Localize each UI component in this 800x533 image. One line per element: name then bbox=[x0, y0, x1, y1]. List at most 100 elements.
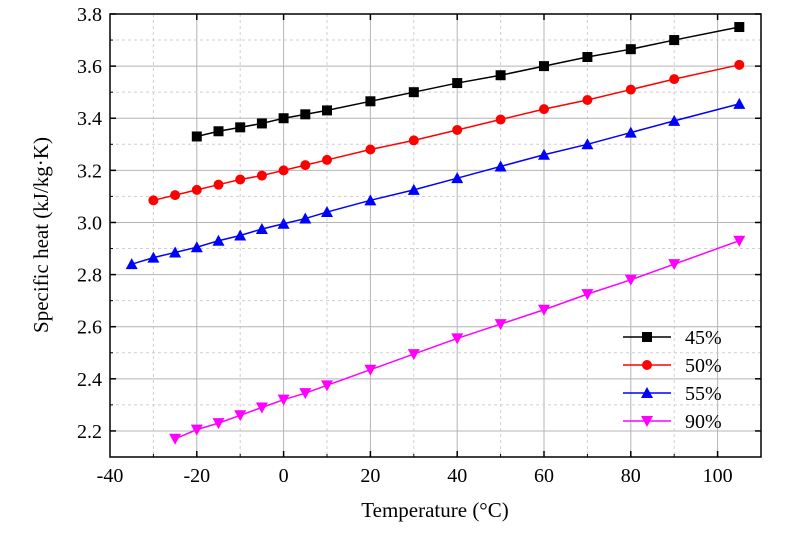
y-tick-label: 2.6 bbox=[77, 317, 102, 339]
data-point bbox=[256, 118, 267, 129]
series-line bbox=[196, 26, 740, 138]
legend-item-3: 90% bbox=[623, 411, 722, 433]
data-point bbox=[321, 380, 333, 392]
data-point bbox=[581, 138, 594, 150]
x-tick-label: 60 bbox=[534, 465, 554, 487]
data-point bbox=[452, 124, 463, 135]
data-point bbox=[300, 109, 311, 120]
data-point bbox=[364, 194, 377, 206]
legend-label: 50% bbox=[685, 355, 722, 377]
data-point bbox=[170, 190, 181, 201]
data-point bbox=[255, 222, 268, 234]
legend: 45% 50% 55% 90% bbox=[623, 327, 722, 433]
data-point bbox=[300, 160, 311, 171]
data-point bbox=[213, 179, 224, 190]
data-point bbox=[234, 229, 247, 241]
data-point bbox=[212, 234, 225, 246]
data-point bbox=[277, 217, 290, 229]
data-point bbox=[669, 74, 680, 85]
x-tick-label: 20 bbox=[360, 465, 380, 487]
legend-label: 55% bbox=[685, 383, 722, 405]
data-point bbox=[734, 59, 745, 70]
data-point bbox=[299, 212, 312, 224]
data-point bbox=[212, 418, 225, 430]
series-1 bbox=[148, 59, 745, 206]
x-tick-label: -20 bbox=[183, 465, 210, 487]
data-point bbox=[213, 126, 224, 137]
data-point bbox=[625, 44, 636, 55]
data-point bbox=[538, 304, 550, 316]
legend-item-2: 55% bbox=[623, 383, 722, 405]
data-point bbox=[322, 154, 332, 165]
data-point bbox=[234, 410, 247, 422]
data-point bbox=[451, 333, 464, 345]
data-point bbox=[452, 78, 463, 89]
y-tick-label: 3.4 bbox=[77, 108, 102, 130]
data-point bbox=[321, 206, 333, 218]
data-point bbox=[494, 319, 507, 331]
y-tick-label: 2.8 bbox=[77, 265, 102, 287]
data-point bbox=[365, 96, 376, 107]
data-point bbox=[148, 195, 159, 206]
legend-label: 45% bbox=[685, 327, 722, 349]
data-point bbox=[582, 51, 593, 62]
data-point bbox=[191, 184, 202, 195]
x-tick-label: -40 bbox=[97, 465, 124, 487]
data-point bbox=[408, 135, 419, 146]
data-point bbox=[734, 22, 745, 33]
legend-marker bbox=[641, 416, 653, 427]
legend-marker bbox=[642, 360, 652, 370]
axes-layer: -40 -20 0 20 40 60 80 100 2.2 2.4 2.6 2.8 3.0 3.2 3.4 3… bbox=[77, 4, 761, 487]
data-point bbox=[539, 61, 549, 72]
data-point bbox=[669, 35, 680, 46]
data-point bbox=[322, 105, 332, 116]
data-point bbox=[256, 170, 267, 181]
legend-label: 90% bbox=[685, 411, 722, 433]
legend-item-1: 50% bbox=[623, 355, 722, 377]
data-point bbox=[451, 172, 464, 184]
legend-marker bbox=[641, 387, 653, 398]
series-layer bbox=[125, 22, 746, 445]
series-3 bbox=[169, 235, 746, 445]
grid-lines bbox=[110, 14, 761, 457]
data-point bbox=[235, 174, 246, 185]
data-point bbox=[407, 183, 420, 195]
data-point bbox=[624, 274, 637, 286]
data-point bbox=[125, 258, 138, 270]
data-point bbox=[538, 148, 550, 160]
series-0 bbox=[191, 22, 745, 142]
y-axis-title: Specific heat (kJ/kg·K) bbox=[29, 137, 53, 333]
y-tick-label: 3.0 bbox=[77, 212, 102, 234]
data-point bbox=[235, 122, 246, 133]
data-point bbox=[255, 402, 268, 414]
data-point bbox=[539, 104, 549, 115]
data-point bbox=[191, 131, 202, 142]
data-point bbox=[582, 94, 593, 105]
x-tick-label: 100 bbox=[703, 465, 733, 487]
y-tick-label: 3.6 bbox=[77, 56, 102, 78]
data-point bbox=[625, 84, 636, 95]
data-point bbox=[278, 165, 289, 176]
data-point bbox=[408, 87, 419, 98]
legend-item-0: 45% bbox=[623, 327, 722, 349]
data-point bbox=[277, 394, 290, 406]
data-point bbox=[169, 246, 182, 258]
data-point bbox=[169, 433, 182, 445]
series-2 bbox=[125, 97, 746, 270]
legend-marker bbox=[642, 332, 652, 342]
data-point bbox=[495, 70, 506, 81]
data-point bbox=[365, 144, 376, 155]
y-tick-label: 3.8 bbox=[77, 4, 102, 26]
data-point bbox=[624, 126, 637, 138]
data-point bbox=[733, 97, 746, 109]
data-point bbox=[668, 259, 681, 271]
data-point bbox=[278, 113, 289, 124]
data-point bbox=[190, 241, 203, 253]
y-tick-label: 2.2 bbox=[77, 421, 102, 443]
y-tick-label: 3.2 bbox=[77, 160, 102, 182]
data-point bbox=[364, 364, 377, 376]
data-point bbox=[190, 424, 203, 436]
plot-frame bbox=[109, 13, 762, 458]
data-point bbox=[495, 114, 506, 125]
